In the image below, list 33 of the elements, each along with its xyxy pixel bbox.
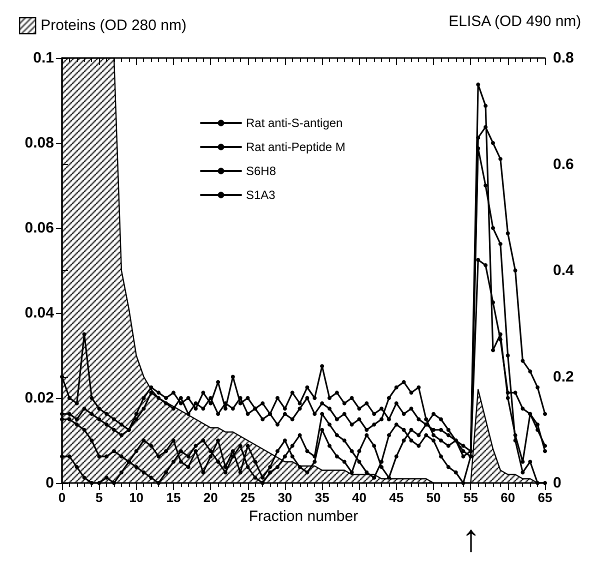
legend-label: Rat anti-S-antigen [246, 116, 343, 130]
y2-tick-label: 0.6 [553, 156, 574, 173]
x-tick-label: 0 [58, 490, 66, 505]
x-tick-label: 5 [96, 490, 103, 505]
x-tick-label: 60 [500, 490, 516, 505]
y2-tick-label: 0 [553, 474, 562, 492]
y-tick-label: 0 [46, 474, 54, 492]
x-tick-label: 50 [426, 490, 441, 505]
x-tick-label: 35 [314, 490, 330, 505]
y-tick-label: 0.04 [24, 304, 55, 322]
x-axis-title: Fraction number [248, 508, 358, 525]
y2-tick-label: 0.4 [553, 262, 575, 279]
x-tick-label: 10 [129, 490, 144, 505]
legend-label: Rat anti-Peptide M [246, 140, 346, 154]
y-tick-label: 0.1 [33, 50, 54, 66]
y-tick-label: 0.08 [24, 134, 54, 152]
x-tick-label: 40 [352, 490, 366, 505]
text: ↑ [462, 518, 480, 560]
y2-tick-label: 0.8 [553, 50, 574, 66]
x-tick-label: 15 [166, 490, 181, 505]
x-tick-label: 30 [278, 490, 292, 505]
legend-label: S6H8 [246, 164, 276, 178]
x-tick-label: 55 [463, 490, 478, 505]
x-tick-label: 65 [538, 490, 552, 505]
x-tick-label: 25 [240, 490, 256, 505]
legend-label: S1A3 [246, 188, 276, 202]
legend-label: Proteins (OD 280 nm) [40, 17, 186, 34]
x-tick-label: 20 [203, 490, 218, 505]
y2-axis-title: ELISA (OD 490 nm) [448, 13, 582, 30]
y2-tick-label: 0.2 [553, 368, 574, 386]
y-tick-label: 0.02 [24, 390, 54, 406]
y-tick-label: 0.06 [24, 220, 54, 236]
x-tick-label: 45 [389, 490, 404, 505]
